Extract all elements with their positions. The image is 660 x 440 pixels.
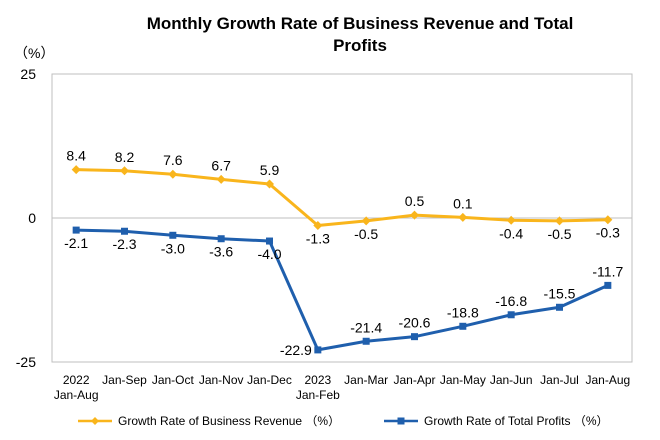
chart-title-line-2: Profits	[333, 36, 387, 55]
legend-marker-profits	[384, 417, 418, 424]
data-label: -0.5	[354, 226, 378, 242]
data-label: 7.6	[163, 152, 183, 168]
x-tick-label: 2023 Jan-Feb	[296, 373, 340, 402]
x-tick-label: Jan-Sep	[102, 373, 147, 387]
data-point	[121, 227, 128, 235]
data-label: 8.4	[66, 148, 86, 164]
data-label: -3.6	[209, 244, 233, 260]
x-tick-label: Jan-Mar	[344, 373, 388, 387]
x-tick-label: Jan-Jul	[540, 373, 579, 387]
x-tick-label: Jan-May	[440, 373, 486, 387]
x-tick-label: Jan-Nov	[199, 373, 244, 387]
chart-title-line-1: Monthly Growth Rate of Business Revenue …	[146, 14, 574, 33]
series-line-0	[76, 168, 608, 227]
y-tick-label: 25	[20, 66, 36, 82]
data-label: -18.8	[447, 304, 479, 320]
y-axis-unit-label: （%）	[14, 45, 55, 61]
series-line-1	[76, 228, 609, 352]
data-label: -1.3	[306, 230, 330, 246]
y-tick-label: -25	[16, 354, 36, 370]
data-point	[410, 210, 419, 220]
data-point	[313, 220, 323, 230]
data-point	[458, 212, 468, 222]
data-point	[71, 165, 81, 175]
data-label: -0.3	[596, 225, 620, 241]
data-label: 6.7	[211, 157, 231, 173]
data-point	[216, 174, 226, 184]
data-label: -15.5	[544, 285, 576, 301]
data-point	[72, 226, 80, 234]
data-point	[169, 231, 177, 239]
data-label: -4.0	[257, 246, 281, 262]
data-point	[411, 333, 418, 341]
legend-item-profits: Growth Rate of Total Profits （%）	[384, 412, 609, 429]
data-point	[603, 215, 613, 225]
data-point	[265, 179, 274, 189]
x-tick-label: Jan-Oct	[152, 373, 195, 387]
data-label: 5.9	[260, 162, 280, 178]
data-label: -3.0	[161, 240, 185, 256]
data-point	[506, 215, 516, 225]
data-label: 0.5	[405, 193, 425, 209]
data-point	[168, 169, 178, 179]
data-point	[314, 346, 322, 354]
data-point	[362, 337, 370, 345]
data-label: -16.8	[495, 293, 527, 309]
y-tick-label: 0	[28, 210, 36, 226]
data-point	[361, 216, 371, 226]
data-label: 0.1	[453, 195, 473, 211]
data-label: -21.4	[350, 319, 382, 335]
x-tick-label: Jan-Aug	[585, 373, 630, 387]
data-point	[556, 303, 563, 311]
data-label: -0.5	[547, 226, 571, 242]
data-point	[459, 322, 467, 330]
data-point	[555, 216, 564, 226]
legend-marker-revenue	[78, 416, 112, 425]
data-point	[266, 237, 273, 245]
data-label: -0.4	[499, 225, 523, 241]
x-tick-label: Jan-Jun	[490, 373, 533, 387]
data-label: -11.7	[592, 263, 623, 279]
data-point	[120, 166, 129, 176]
data-label: -2.3	[112, 236, 136, 252]
legend-label-revenue: Growth Rate of Business Revenue （%）	[118, 414, 341, 428]
data-label: -2.1	[64, 235, 88, 251]
data-point	[217, 235, 225, 243]
data-label: 8.2	[115, 149, 135, 165]
x-tick-label: 2022 Jan-Aug	[54, 373, 99, 402]
data-label: -20.6	[399, 315, 431, 331]
legend-item-revenue: Growth Rate of Business Revenue （%）	[78, 412, 340, 429]
data-point	[604, 281, 612, 289]
data-label: -22.9	[280, 342, 312, 358]
legend-label-profits: Growth Rate of Total Profits （%）	[424, 414, 609, 428]
x-tick-label: Jan-Apr	[393, 373, 435, 387]
x-tick-label: Jan-Dec	[247, 373, 292, 387]
data-point	[507, 311, 515, 319]
